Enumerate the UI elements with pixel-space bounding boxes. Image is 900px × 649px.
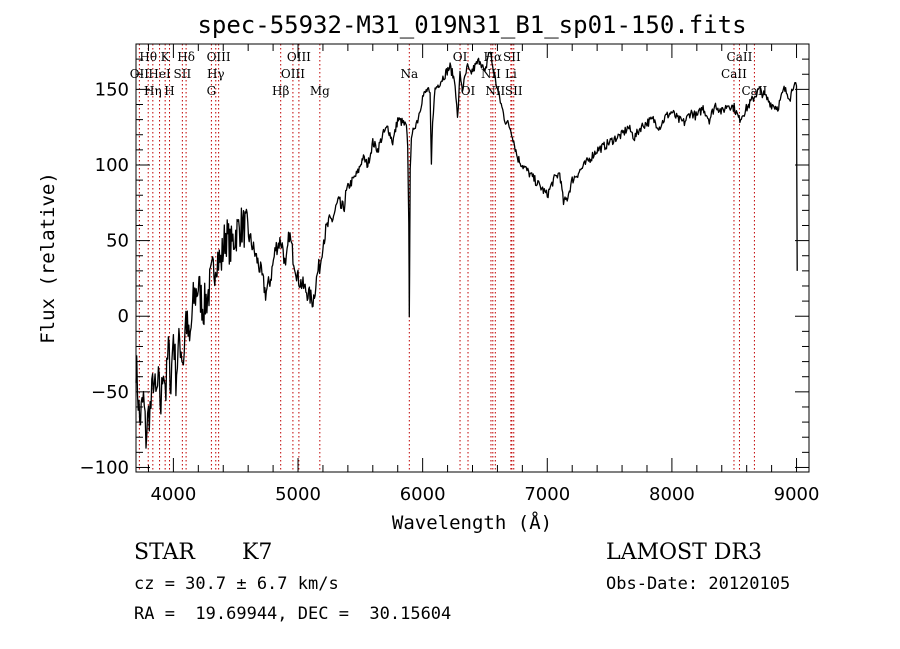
spectral-line-label: Hθ	[139, 50, 157, 64]
spectral-line-label: NII	[481, 67, 501, 81]
subclass: K7	[242, 540, 272, 565]
spectral-line-label: Hβ	[272, 84, 289, 98]
spectral-line-label: Hη	[144, 84, 162, 98]
spectral-line-label: SII	[503, 50, 521, 64]
spectral-line-label: H	[164, 84, 174, 98]
x-axis-label: Wavelength (Å)	[392, 511, 552, 534]
x-tick-label: 6000	[400, 484, 446, 505]
x-tick-label: 8000	[649, 484, 695, 505]
spectral-line-label: Na	[400, 67, 418, 81]
spectral-line-markers	[138, 44, 755, 472]
spectral-line-label: OI	[461, 84, 476, 98]
observation-date: Obs-Date: 20120105	[606, 574, 790, 594]
spectral-line-label: CaII	[721, 67, 747, 81]
y-tick-label: 100	[95, 155, 129, 176]
y-tick-label: 150	[95, 79, 129, 100]
spectral-line-label: SII	[174, 67, 192, 81]
spectral-line-label: CaII	[727, 50, 753, 64]
x-tick-label: 9000	[774, 484, 820, 505]
spectral-line-label: OIII	[287, 50, 311, 64]
redshift-cz: cz = 30.7 ± 6.7 km/s	[134, 574, 339, 594]
spectral-line-label: OI	[453, 50, 468, 64]
x-tick-label: 4000	[150, 484, 196, 505]
spectral-line-label: OIII	[207, 50, 231, 64]
spectral-line-label: K	[161, 50, 171, 64]
chart-title: spec-55932-M31_019N31_B1_sp01-150.fits	[197, 11, 746, 39]
spectral-line-label: Li	[505, 67, 517, 81]
y-axis-ticks: −100 −50 0 50 100 150	[80, 58, 809, 478]
y-tick-label: 50	[106, 231, 129, 252]
spectral-line-label: CaII	[741, 84, 767, 98]
y-tick-label: 0	[118, 306, 129, 327]
spectral-line-label: Mg	[310, 84, 330, 98]
spectral-line-label: HeI	[148, 67, 171, 81]
x-tick-label: 5000	[275, 484, 321, 505]
spectral-line-label: G	[207, 84, 217, 98]
spectral-line-label: Hδ	[177, 50, 195, 64]
spectral-line-label: OIII	[281, 67, 305, 81]
y-tick-label: −50	[91, 382, 129, 403]
spectral-line-label: NII	[485, 84, 505, 98]
x-tick-label: 7000	[524, 484, 570, 505]
survey-name: LAMOST DR3	[606, 540, 762, 565]
spectrum-line	[135, 51, 798, 449]
y-axis-label: Flux (relative)	[37, 172, 59, 344]
y-tick-label: −100	[80, 457, 129, 478]
plot-frame	[135, 43, 810, 473]
x-axis-ticks: 4000 5000 6000 7000 8000 9000	[147, 44, 820, 505]
object-class: STAR	[134, 540, 196, 565]
spectral-line-label: Hγ	[207, 67, 225, 81]
spectral-line-label: SII	[505, 84, 523, 98]
spectral-line-label: Hα	[484, 50, 503, 64]
ra-dec: RA = 19.69944, DEC = 30.15604	[134, 604, 451, 624]
